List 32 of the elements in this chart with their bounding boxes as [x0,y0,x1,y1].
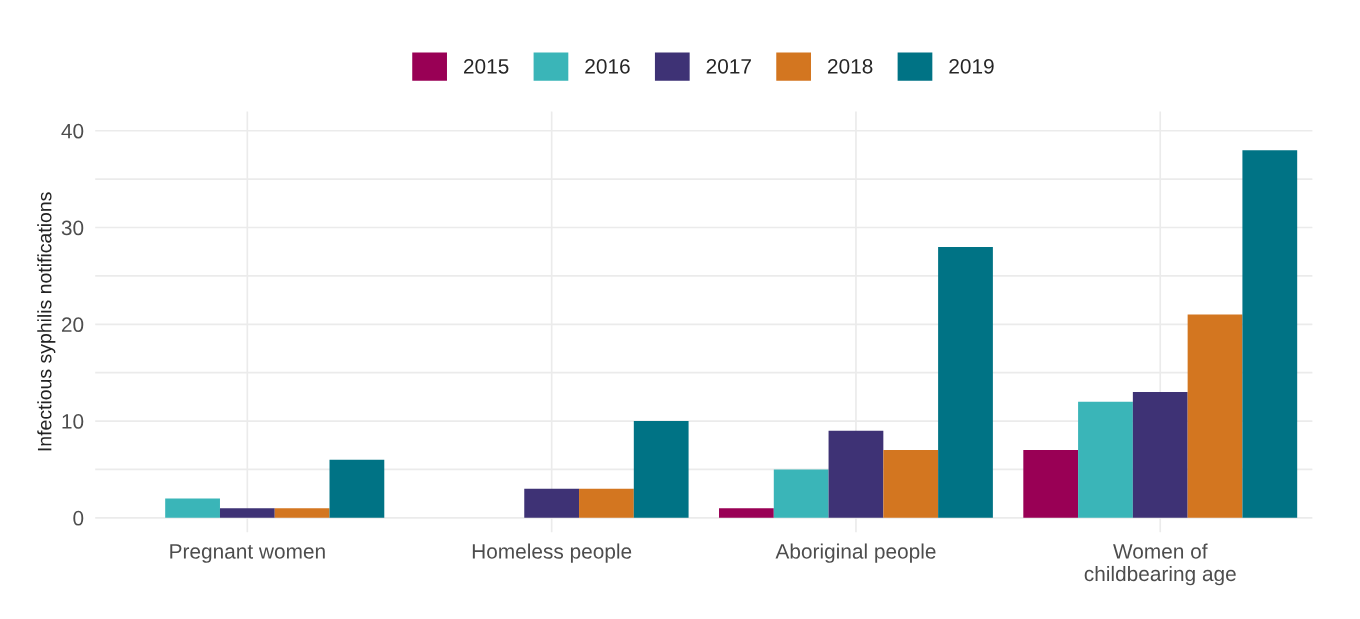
y-tick-label: 30 [61,220,84,236]
bar [165,498,220,518]
bar [1242,150,1298,518]
x-tick-label: Women of childbearing age [1084,543,1236,586]
legend-label: 2019 [949,58,994,74]
bar [883,450,939,518]
y-axis-title: Infectious syphilis notifications [37,192,56,451]
y-tick-label: 40 [61,123,84,139]
legend-label: 2018 [828,58,873,74]
bar [633,421,689,518]
y-tick-label: 10 [62,414,84,429]
legend-label: 2015 [464,58,509,74]
bar [329,459,385,518]
bar [579,488,634,518]
x-tick-label: Aboriginal people [775,543,936,563]
bar [828,430,884,518]
x-tick-label: Pregnant women [170,544,325,563]
x-tick-label: Homeless people [472,543,632,563]
y-tick-label: 0 [73,510,84,526]
bar [274,508,330,518]
bar [1023,450,1079,518]
bar [524,488,580,518]
bar [719,508,774,518]
bar [773,469,829,518]
bar [1132,392,1188,518]
bar [219,508,275,518]
bar [938,246,993,518]
legend-label: 2016 [585,58,630,74]
y-tick-label: 20 [61,317,84,333]
bar [1187,314,1243,518]
bar [1078,401,1133,518]
legend-label: 2017 [706,58,751,74]
